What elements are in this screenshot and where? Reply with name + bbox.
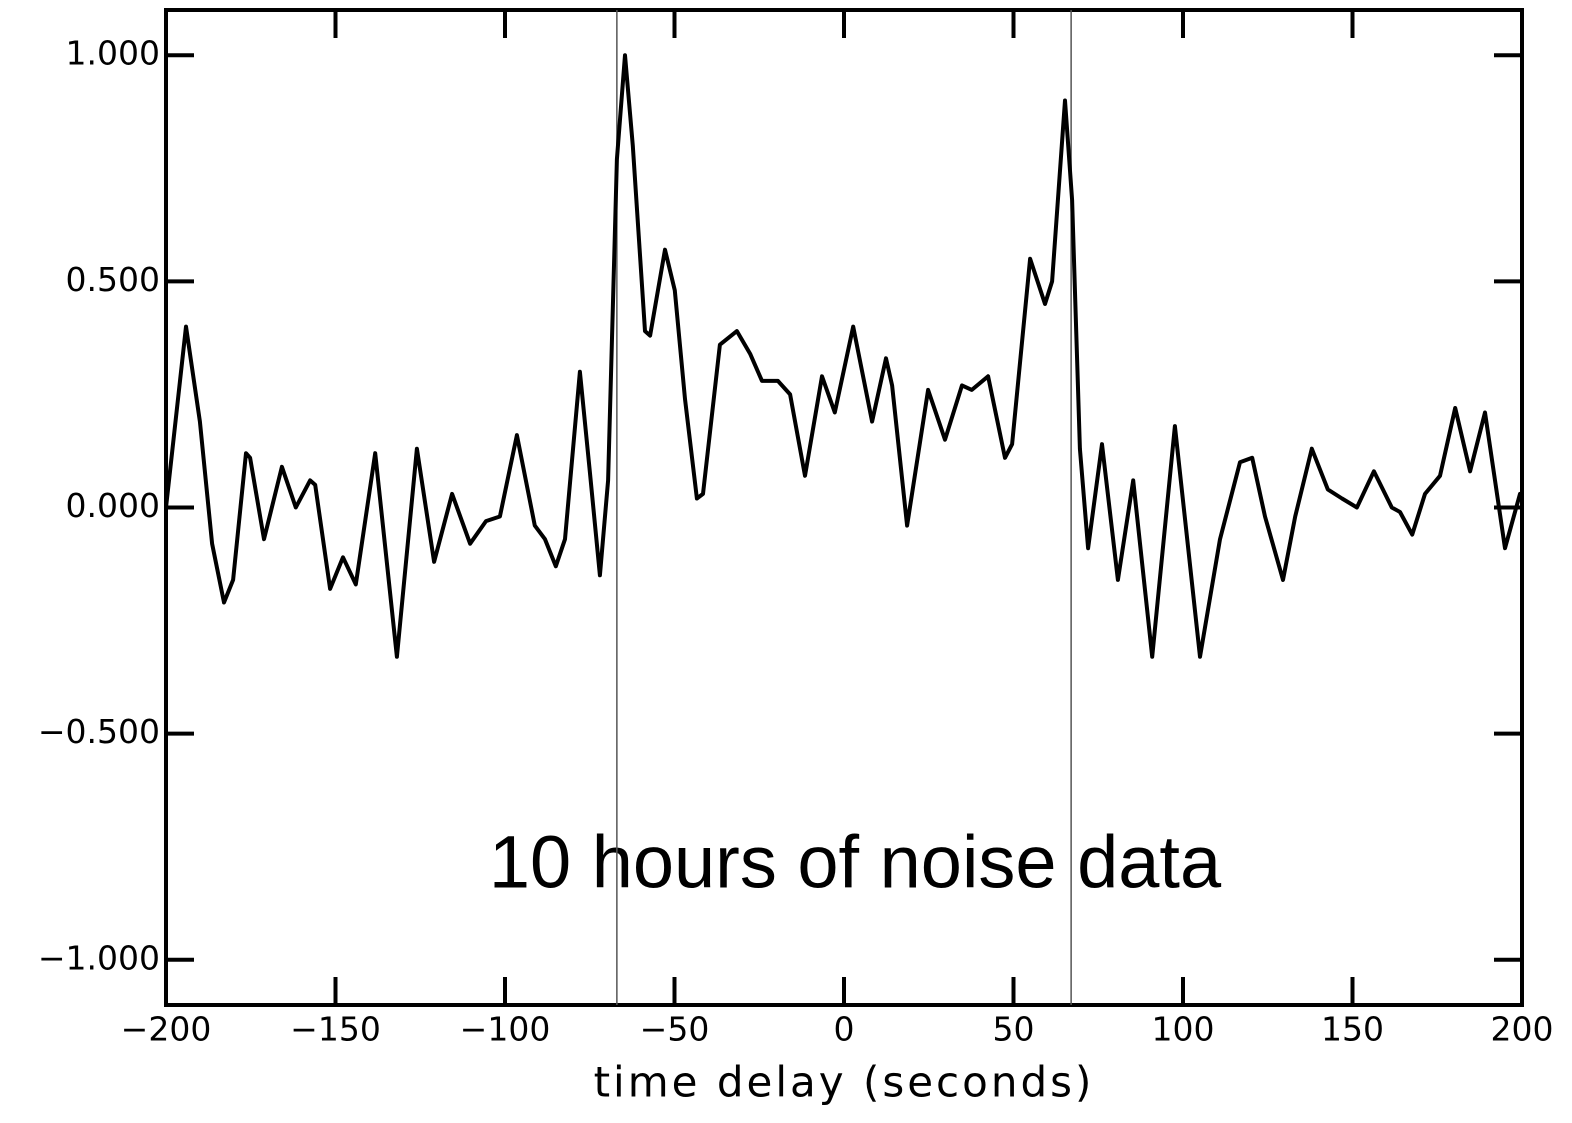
data-line [164, 53, 1522, 659]
y-tick-label: −1.000 [38, 938, 160, 977]
x-tick-label: −100 [460, 1010, 551, 1049]
x-tick-label: 200 [1491, 1010, 1554, 1049]
x-tick-label: −150 [290, 1010, 381, 1049]
y-tick-label: 0.500 [66, 260, 160, 299]
x-tick-label: 50 [993, 1010, 1035, 1049]
x-tick-label: 0 [834, 1010, 855, 1049]
x-tick-label: 150 [1321, 1010, 1384, 1049]
x-tick-label: −200 [121, 1010, 212, 1049]
y-tick-label: 0.000 [66, 486, 160, 525]
x-tick-label: 100 [1152, 1010, 1215, 1049]
annotation: 10 hours of noise data [489, 821, 1222, 904]
y-tick-label: −0.500 [38, 712, 160, 751]
x-tick-label: −50 [640, 1010, 710, 1049]
x-axis-label: time delay (seconds) [594, 1058, 1095, 1107]
y-tick-label: 1.000 [66, 34, 160, 73]
